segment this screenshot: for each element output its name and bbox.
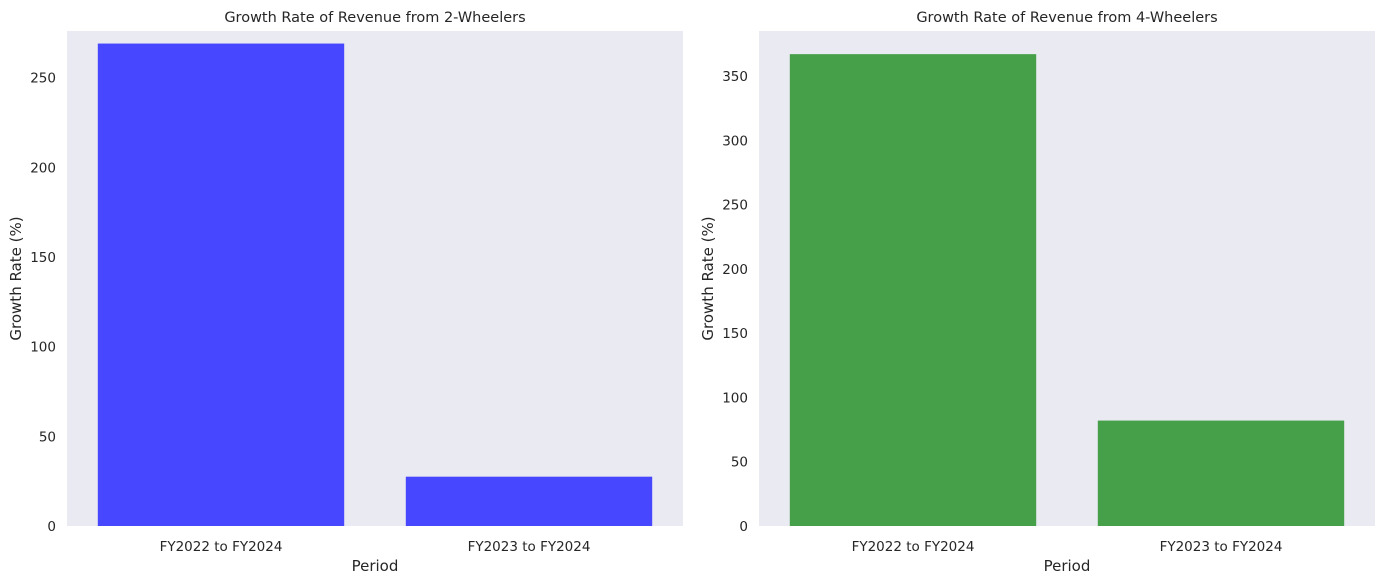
y-tick-label: 250 (722, 198, 748, 214)
bars-left (97, 43, 653, 526)
x-axis-label-right: Period (1044, 557, 1091, 575)
y-tick-label: 100 (722, 390, 748, 406)
x-ticks-left: FY2022 to FY2024 FY2023 to FY2024 (160, 539, 591, 555)
y-tick-label: 200 (30, 160, 56, 176)
y-tick-label: 0 (47, 519, 56, 535)
y-ticks-right: 0 50 100 150 200 250 300 350 (722, 69, 748, 535)
y-tick-label: 50 (39, 429, 56, 445)
bar (97, 43, 345, 526)
y-tick-label: 150 (722, 326, 748, 342)
y-tick-label: 300 (722, 133, 748, 149)
y-tick-label: 350 (722, 69, 748, 85)
x-tick-label: FY2022 to FY2024 (852, 539, 975, 555)
bar (789, 54, 1037, 527)
chart-title-left: Growth Rate of Revenue from 2-Wheelers (224, 10, 525, 26)
y-axis-label-left: Growth Rate (%) (7, 216, 25, 340)
y-tick-label: 250 (30, 71, 56, 87)
y-tick-label: 100 (30, 340, 56, 356)
x-tick-label: FY2023 to FY2024 (468, 539, 591, 555)
y-axis-label-right: Growth Rate (%) (699, 216, 717, 340)
x-tick-label: FY2022 to FY2024 (160, 539, 283, 555)
x-ticks-right: FY2022 to FY2024 FY2023 to FY2024 (852, 539, 1283, 555)
x-axis-label-left: Period (352, 557, 399, 575)
y-ticks-left: 0 50 100 150 200 250 (30, 71, 56, 535)
bar (1097, 420, 1345, 526)
chart-right: Growth Rate of Revenue from 4-Wheelers 0… (699, 10, 1375, 575)
y-tick-label: 0 (739, 519, 748, 535)
bars-right (789, 54, 1345, 527)
chart-left: Growth Rate of Revenue from 2-Wheelers 0… (7, 10, 683, 575)
y-tick-label: 50 (731, 455, 748, 471)
y-tick-label: 200 (722, 262, 748, 278)
y-tick-label: 150 (30, 250, 56, 266)
bar (405, 476, 653, 526)
chart-title-right: Growth Rate of Revenue from 4-Wheelers (916, 10, 1217, 26)
x-tick-label: FY2023 to FY2024 (1160, 539, 1283, 555)
